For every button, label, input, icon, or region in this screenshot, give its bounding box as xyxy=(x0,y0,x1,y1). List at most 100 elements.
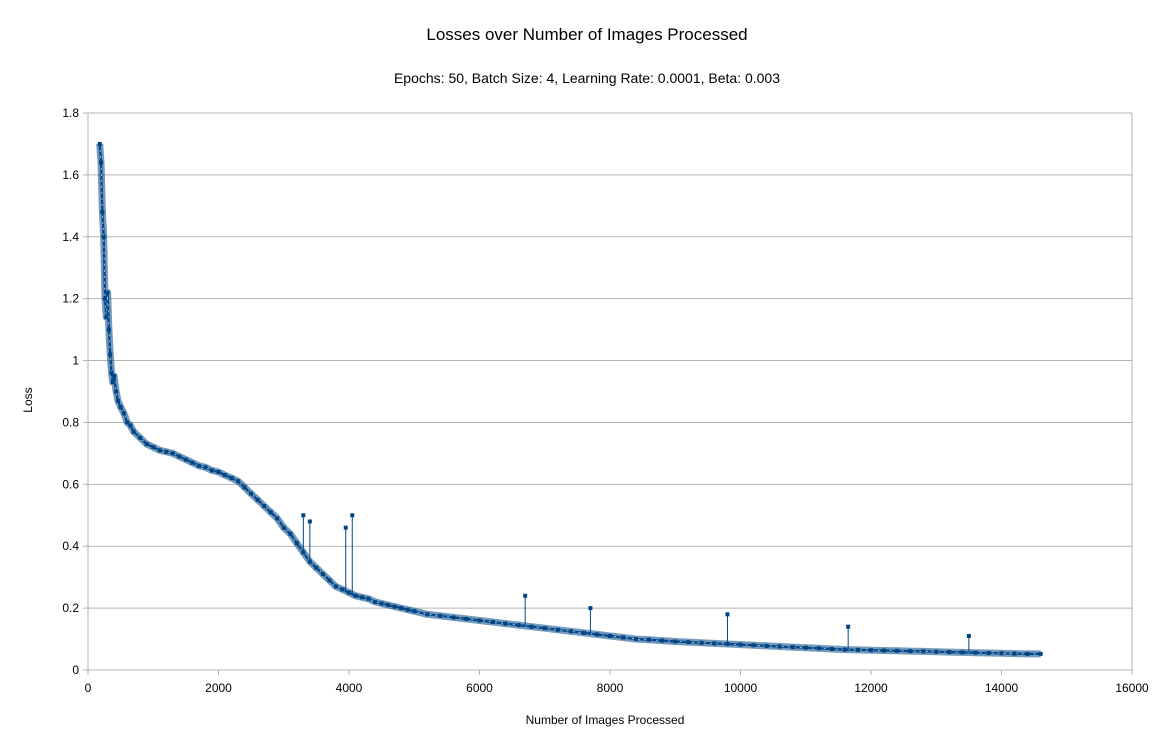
data-point xyxy=(399,606,404,611)
series-loss-line xyxy=(98,143,1041,655)
data-point xyxy=(542,626,547,631)
y-tick-label: 1.4 xyxy=(62,230,79,244)
data-point xyxy=(581,630,586,635)
y-tick-label: 0.8 xyxy=(62,415,79,429)
data-point xyxy=(242,485,247,490)
data-point xyxy=(869,648,873,653)
data-point xyxy=(451,615,456,620)
data-point xyxy=(101,234,106,239)
data-point xyxy=(673,639,678,644)
spike-point xyxy=(725,612,730,617)
data-point xyxy=(816,646,821,651)
data-point xyxy=(751,643,756,648)
data-point xyxy=(203,465,208,470)
data-point xyxy=(856,647,860,652)
data-point xyxy=(555,627,560,632)
data-point xyxy=(882,648,886,653)
data-point xyxy=(118,405,123,409)
data-point xyxy=(114,389,119,394)
y-tick-label: 1.6 xyxy=(62,168,79,182)
y-tick-label: 0 xyxy=(72,663,79,677)
data-point xyxy=(699,640,704,645)
data-point xyxy=(307,559,312,564)
data-point xyxy=(360,595,365,600)
data-point xyxy=(405,607,410,612)
data-point xyxy=(764,643,769,648)
data-point xyxy=(438,613,443,618)
data-point xyxy=(999,651,1004,656)
gridlines xyxy=(88,112,1133,671)
data-point xyxy=(960,650,965,655)
data-point xyxy=(314,565,319,570)
spike-point xyxy=(343,525,348,530)
data-point xyxy=(490,620,495,624)
data-point xyxy=(327,578,332,583)
data-point xyxy=(151,445,156,450)
data-point xyxy=(125,420,130,425)
data-point xyxy=(216,470,221,474)
data-point xyxy=(921,649,926,654)
data-point xyxy=(116,398,120,403)
data-point xyxy=(503,621,508,626)
chart-title: Losses over Number of Images Processed xyxy=(426,25,747,44)
data-point xyxy=(255,497,260,502)
x-tick-label: 14000 xyxy=(985,681,1019,695)
data-point xyxy=(196,463,201,468)
data-point xyxy=(268,510,273,515)
data-point xyxy=(262,504,267,508)
chart-subtitle: Epochs: 50, Batch Size: 4, Learning Rate… xyxy=(394,70,780,86)
data-point xyxy=(373,599,378,604)
x-tick-label: 2000 xyxy=(205,681,232,695)
axes xyxy=(83,112,1133,675)
data-point xyxy=(99,160,103,165)
data-point xyxy=(109,370,114,375)
data-point xyxy=(340,587,345,592)
data-point xyxy=(131,429,136,434)
data-point xyxy=(790,645,795,650)
spike-point xyxy=(350,513,355,518)
data-point xyxy=(138,435,143,440)
data-point xyxy=(144,442,149,447)
data-point xyxy=(595,632,599,637)
series-loss-band xyxy=(96,143,1041,658)
data-point xyxy=(105,290,110,295)
data-point xyxy=(190,460,195,465)
data-point xyxy=(986,651,991,655)
data-point xyxy=(477,618,482,623)
data-point xyxy=(379,601,384,606)
data-point xyxy=(1012,651,1017,656)
data-point xyxy=(288,531,293,536)
spike-point xyxy=(523,593,528,598)
data-point xyxy=(183,457,188,462)
spike-point xyxy=(588,606,593,611)
data-point xyxy=(803,645,808,650)
data-point xyxy=(97,141,102,146)
x-tick-label: 12000 xyxy=(854,681,888,695)
data-point xyxy=(170,451,175,456)
data-point xyxy=(347,590,351,595)
data-point xyxy=(660,638,665,643)
spike-point xyxy=(966,633,971,638)
spike-point xyxy=(307,519,312,524)
data-point xyxy=(712,641,717,646)
data-point xyxy=(934,649,939,654)
data-point xyxy=(1038,651,1043,656)
y-tick-label: 1.2 xyxy=(62,292,79,306)
data-point xyxy=(110,380,115,385)
data-point xyxy=(529,624,534,629)
data-point xyxy=(157,448,162,453)
data-point xyxy=(108,352,113,357)
data-point xyxy=(973,650,978,655)
data-point xyxy=(177,454,182,459)
data-point xyxy=(829,647,834,651)
data-point xyxy=(294,541,299,546)
data-point xyxy=(104,315,109,320)
y-axis-label: Loss xyxy=(21,387,35,412)
x-tick-label: 6000 xyxy=(466,681,493,695)
y-tick-label: 0.2 xyxy=(62,601,79,615)
x-tick-label: 0 xyxy=(85,681,92,695)
spike-point xyxy=(846,624,851,629)
data-point xyxy=(223,473,227,478)
